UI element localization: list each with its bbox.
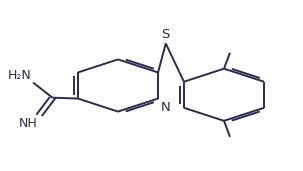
Text: S: S [161,29,170,42]
Text: NH: NH [18,117,37,130]
Text: N: N [161,101,171,114]
Text: H₂N: H₂N [7,69,31,82]
